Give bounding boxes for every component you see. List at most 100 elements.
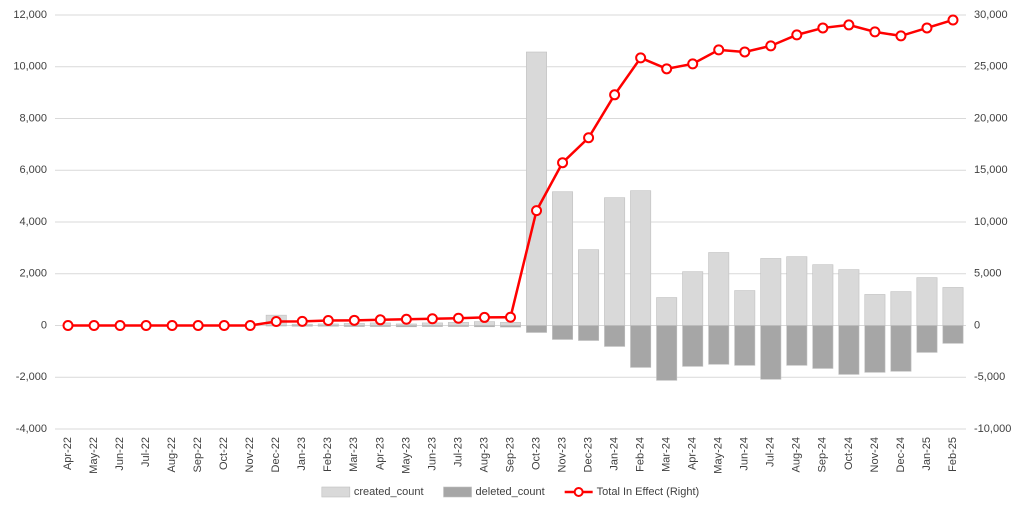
line-marker: [374, 314, 386, 326]
yticks-label: 12,000: [13, 9, 47, 21]
line-marker: [452, 312, 464, 324]
y2ticks-label: 5,000: [974, 268, 1002, 280]
bar: [942, 325, 964, 344]
y2ticks-label: 15,000: [974, 164, 1008, 176]
bar: [786, 325, 808, 366]
legend-item: deleted_count: [443, 486, 545, 498]
bar: [447, 325, 469, 327]
bar: [734, 325, 756, 366]
bar: [369, 325, 391, 327]
bar: [500, 325, 521, 328]
line-marker: [635, 52, 647, 64]
bar: [552, 325, 574, 340]
yticks-label: 10,000: [13, 61, 47, 73]
line-marker: [557, 157, 569, 169]
yticks-label: 4,000: [19, 216, 47, 228]
x-tick-label: Sep-22: [192, 437, 204, 472]
x-tick-label: Jun-22: [114, 437, 126, 471]
y2ticks-label: 20,000: [974, 112, 1008, 124]
line-marker: [531, 205, 543, 217]
line-marker: [192, 320, 204, 331]
bar: [630, 325, 652, 368]
x-tick-label: Dec-22: [270, 437, 282, 472]
x-tick-label: Aug-24: [791, 437, 803, 472]
bar: [864, 325, 886, 373]
line-marker: [661, 63, 673, 75]
x-tick-label: Apr-23: [374, 437, 386, 470]
x-tick-label: May-22: [88, 437, 100, 474]
bar: [864, 294, 886, 326]
yticks-label: 0: [41, 319, 47, 331]
line-marker: [322, 315, 334, 327]
x-tick-label: Aug-23: [478, 437, 490, 472]
bar: [656, 325, 678, 381]
legend-label: deleted_count: [476, 486, 545, 498]
line-marker: [88, 320, 100, 331]
legend-label: created_count: [354, 486, 424, 498]
x-tick-label: May-23: [400, 437, 412, 474]
x-tick-label: Feb-25: [947, 437, 959, 472]
legend-marker: [573, 487, 584, 497]
line-marker: [817, 22, 829, 34]
legend-swatch: [321, 486, 351, 498]
bar: [812, 325, 834, 369]
y2ticks-label: 25,000: [974, 61, 1008, 73]
line-marker: [348, 314, 360, 326]
line-marker: [218, 320, 230, 331]
x-tick-label: Dec-24: [895, 437, 907, 472]
bar: [682, 271, 704, 326]
bar: [552, 191, 574, 326]
x-tick-label: Sep-23: [504, 437, 516, 472]
x-tick-label: Jan-25: [921, 437, 933, 471]
x-tick-label: Feb-23: [322, 437, 334, 472]
bar: [708, 252, 730, 326]
bar: [708, 325, 730, 365]
line-marker: [921, 22, 933, 34]
yticks-label: -4,000: [16, 423, 47, 435]
x-tick-label: Oct-24: [843, 437, 855, 470]
y2ticks-label: -5,000: [974, 371, 1005, 383]
line-marker: [505, 311, 516, 323]
y2ticks-label: 0: [974, 319, 980, 331]
line-marker: [765, 40, 777, 52]
legend-item: Total In Effect (Right): [564, 486, 699, 498]
yticks-label: -2,000: [16, 371, 47, 383]
y2ticks-label: 30,000: [974, 9, 1008, 21]
x-tick-label: May-24: [713, 437, 725, 474]
line-marker: [843, 19, 855, 31]
x-tick-label: Nov-22: [244, 437, 256, 472]
bar: [916, 277, 938, 326]
line-marker: [296, 315, 308, 327]
y2ticks-label: -10,000: [974, 423, 1011, 435]
bar: [474, 325, 495, 328]
x-tick-label: Aug-22: [166, 437, 178, 472]
x-tick-label: Jan-23: [296, 437, 308, 471]
x-tick-label: Feb-24: [635, 437, 647, 472]
yticks-label: 2,000: [19, 268, 47, 280]
line-marker: [478, 311, 490, 323]
legend-item: created_count: [321, 486, 424, 498]
x-tick-label: Jul-24: [765, 437, 777, 467]
line-marker: [687, 58, 699, 70]
line-marker: [166, 320, 178, 331]
x-tick-label: Mar-24: [661, 437, 673, 472]
line-marker: [114, 320, 126, 331]
line-marker: [947, 14, 959, 26]
bar: [942, 287, 964, 326]
bar: [838, 325, 860, 375]
line-marker: [244, 320, 256, 331]
x-tick-label: Nov-24: [869, 437, 881, 472]
bar: [526, 325, 547, 333]
x-tick-label: Sep-24: [817, 437, 829, 472]
x-tick-label: Jul-23: [452, 437, 464, 467]
line-marker: [791, 29, 803, 41]
line-marker: [426, 313, 438, 325]
x-tick-label: Jan-24: [609, 437, 621, 471]
x-tick-label: Nov-23: [556, 437, 568, 472]
line-marker: [140, 320, 152, 331]
bar: [604, 325, 626, 347]
line-marker: [270, 315, 282, 327]
y2ticks-label: 10,000: [974, 216, 1008, 228]
line-marker: [869, 26, 881, 38]
bar: [578, 325, 600, 341]
